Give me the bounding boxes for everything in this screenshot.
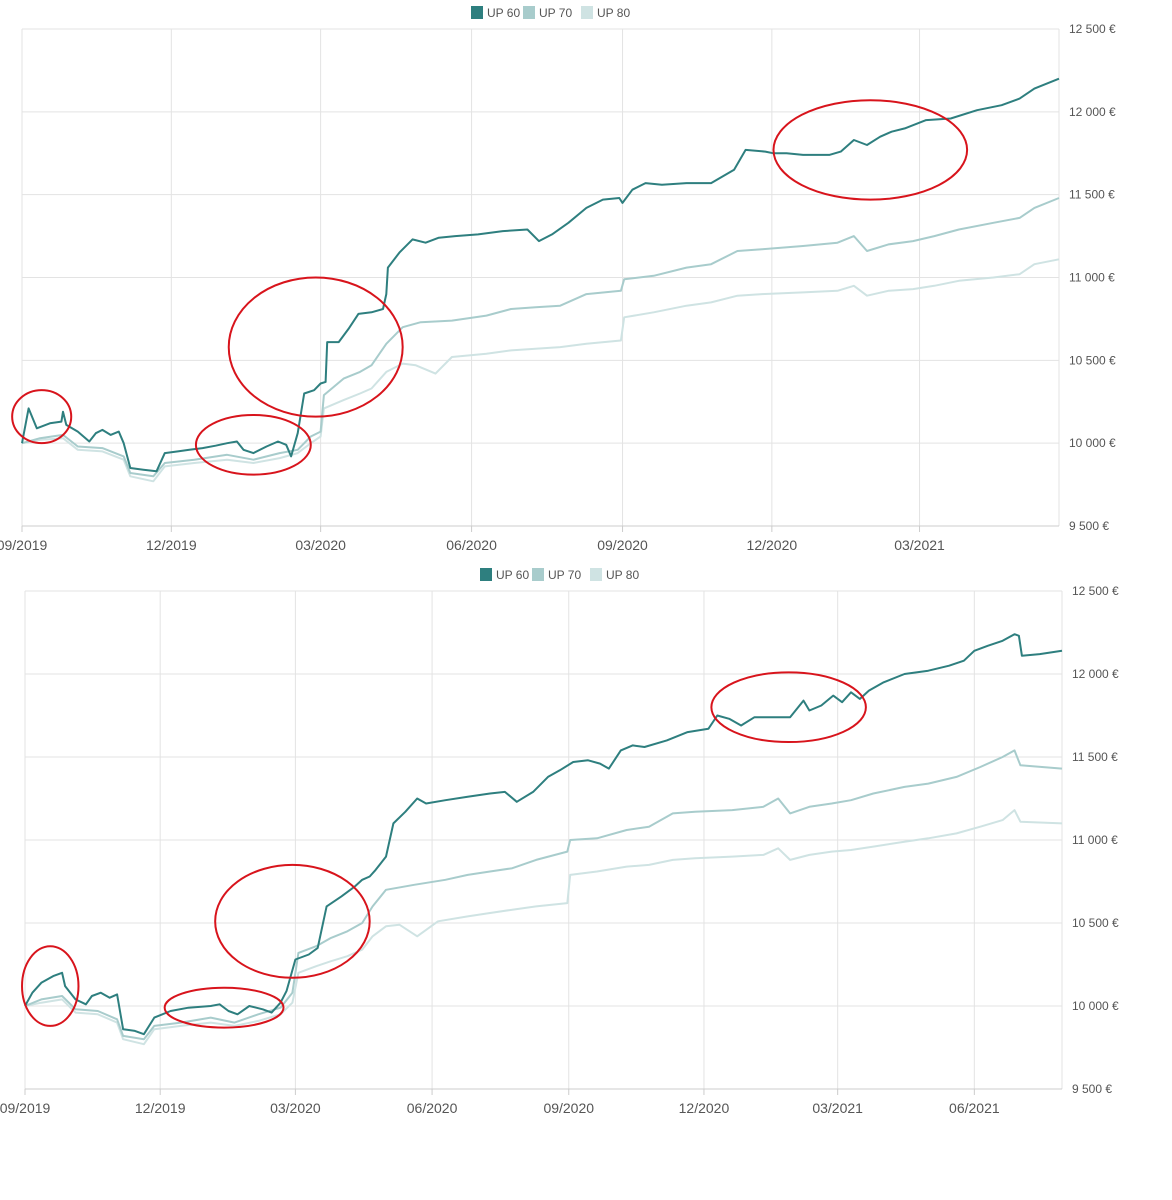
x-tick-label: 12/2020 — [747, 537, 798, 553]
legend-item[interactable]: UP 70 — [523, 6, 572, 20]
legend-swatch — [523, 6, 535, 19]
legend: UP 60 UP 70 UP 80 — [471, 6, 630, 20]
x-tick-label: 06/2020 — [446, 537, 497, 553]
x-tick-label: 03/2021 — [894, 537, 945, 553]
legend-item[interactable]: UP 60 — [480, 568, 529, 582]
x-tick-label: 09/2019 — [0, 537, 48, 553]
legend: UP 60 UP 70 UP 80 — [480, 568, 639, 582]
x-tick-label: 03/2021 — [812, 1100, 863, 1116]
legend-item[interactable]: UP 70 — [532, 568, 581, 582]
x-tick-label: 06/2021 — [949, 1100, 1000, 1116]
annotation-ellipse — [710, 671, 867, 744]
legend-swatch — [532, 568, 544, 581]
x-tick-label: 12/2019 — [146, 537, 197, 553]
legend-swatch — [471, 6, 483, 19]
legend-label: UP 80 — [597, 6, 630, 20]
y-tick-label: 9 500 € — [1069, 519, 1109, 533]
legend-swatch — [581, 6, 593, 19]
annotation-ellipse — [194, 414, 312, 476]
y-tick-label: 11 500 € — [1072, 750, 1118, 764]
annotation-ellipse — [214, 863, 371, 979]
annotation-ellipse — [227, 276, 404, 418]
y-tick-label: 10 500 € — [1072, 916, 1119, 930]
series-line-up-80 — [24, 809, 1063, 1046]
x-tick-label: 12/2019 — [135, 1100, 186, 1116]
x-tick-label: 03/2020 — [270, 1100, 321, 1116]
legend-label: UP 60 — [496, 568, 529, 582]
legend-label: UP 70 — [548, 568, 581, 582]
legend-item[interactable]: UP 60 — [471, 6, 520, 20]
y-tick-label: 11 500 € — [1069, 188, 1115, 202]
chart-1: 9 500 € 10 000 € 10 500 € 11 000 € 11 500 € 1… — [0, 6, 1116, 553]
series-line-up-60 — [21, 77, 1060, 473]
y-tick-label: 12 000 € — [1069, 105, 1116, 119]
x-tick-label: 06/2020 — [407, 1100, 458, 1116]
y-tick-label: 12 000 € — [1072, 667, 1119, 681]
annotation-ellipse — [21, 945, 80, 1027]
y-tick-label: 10 000 € — [1069, 436, 1116, 450]
x-tick-label: 09/2019 — [0, 1100, 51, 1116]
y-tick-label: 9 500 € — [1072, 1082, 1112, 1096]
chart-2: 9 500 € 10 000 € 10 500 € 11 000 € 11 500 € 1… — [0, 568, 1119, 1116]
series-line-up-70 — [21, 197, 1060, 478]
x-tick-label: 09/2020 — [597, 537, 648, 553]
legend-label: UP 70 — [539, 6, 572, 20]
annotation-ellipse — [772, 99, 969, 201]
legend-item[interactable]: UP 80 — [581, 6, 630, 20]
y-tick-label: 10 500 € — [1069, 353, 1116, 367]
legend-label: UP 60 — [487, 6, 520, 20]
series-line-up-60 — [24, 633, 1063, 1036]
annotation-ellipse — [11, 389, 73, 445]
y-tick-label: 10 000 € — [1072, 999, 1119, 1013]
y-tick-label: 12 500 € — [1069, 22, 1116, 36]
x-tick-label: 03/2020 — [295, 537, 346, 553]
series-line-up-70 — [24, 749, 1063, 1041]
legend-swatch — [480, 568, 492, 581]
annotation-ellipse — [163, 986, 285, 1029]
legend-item[interactable]: UP 80 — [590, 568, 639, 582]
y-tick-label: 11 000 € — [1069, 271, 1115, 285]
y-tick-label: 11 000 € — [1072, 833, 1118, 847]
y-tick-label: 12 500 € — [1072, 584, 1119, 598]
series-line-up-80 — [21, 258, 1060, 483]
legend-swatch — [590, 568, 602, 581]
x-tick-label: 12/2020 — [679, 1100, 730, 1116]
legend-label: UP 80 — [606, 568, 639, 582]
x-tick-label: 09/2020 — [543, 1100, 594, 1116]
